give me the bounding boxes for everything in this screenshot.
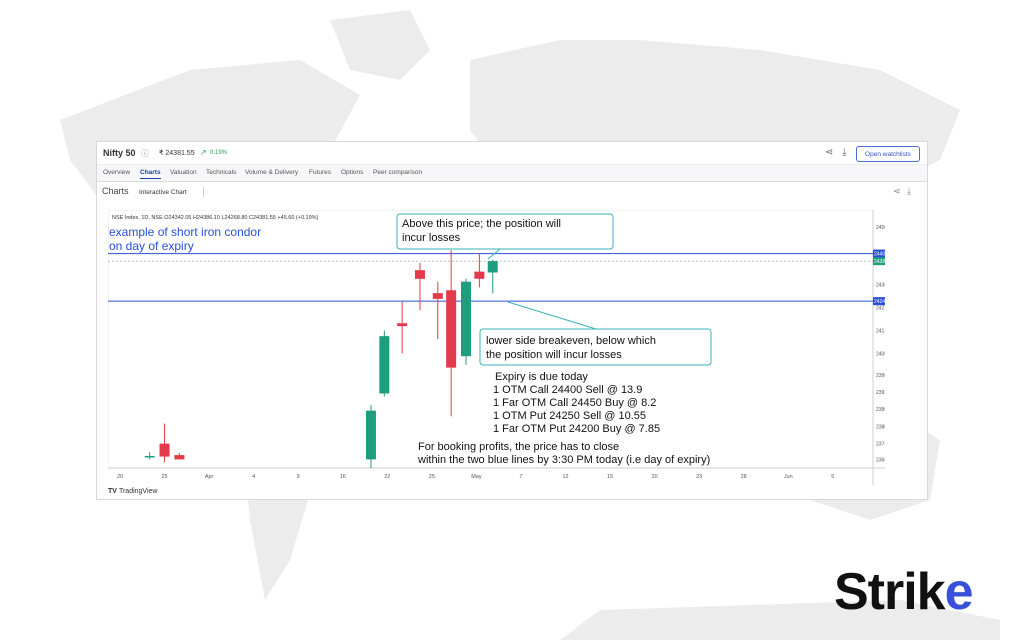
x-tick-label: 5 <box>831 474 834 480</box>
tab-valuation[interactable]: Valuation <box>170 169 197 176</box>
y-tick-label: 24220.00 <box>876 305 885 311</box>
y-tick-label: 23985.00 <box>876 373 885 379</box>
x-tick-label: 7 <box>519 474 522 480</box>
tab-overview[interactable]: Overview <box>103 169 131 176</box>
profit-note: within the two blue lines by 3:30 PM tod… <box>417 454 710 466</box>
x-tick-label: 4 <box>252 474 255 480</box>
candle-body <box>446 290 457 368</box>
x-tick-label: 28 <box>741 474 747 480</box>
x-tick-label: 12 <box>562 474 568 480</box>
candle-body <box>432 293 443 299</box>
share-icon[interactable]: ⋖ <box>825 147 834 158</box>
tab-technicals[interactable]: Technicals <box>206 169 237 176</box>
tab-charts[interactable]: Charts <box>140 169 161 179</box>
candle-body <box>365 410 376 460</box>
strike-logo: Strike <box>834 563 974 621</box>
tab-peer-comparison[interactable]: Peer comparison <box>373 169 423 176</box>
candle-body <box>474 271 485 279</box>
divider <box>203 187 204 197</box>
chart-subbar: Charts Interactive Chart ⋖ ⤓ <box>97 180 927 202</box>
download-icon[interactable]: ⤓ <box>842 147 847 158</box>
price-label-bg <box>873 249 885 258</box>
y-tick-label: 23805.00 <box>876 424 885 430</box>
y-tick-label: 24300.00 <box>876 283 885 289</box>
lower-callout-text: lower side breakeven, below which <box>486 335 656 347</box>
x-tick-label: 15 <box>607 474 613 480</box>
annotation-title: on day of expiry <box>109 239 194 253</box>
charts-heading: Charts <box>102 186 129 196</box>
x-tick-label: 9 <box>297 474 300 480</box>
lower-callout-pointer <box>507 301 597 330</box>
candle-body <box>174 455 185 460</box>
candle-body <box>461 281 472 357</box>
upper-callout-text: Above this price; the position will <box>402 218 561 230</box>
expiry-note: 1 OTM Call 24400 Sell @ 13.9 <box>493 384 642 396</box>
upper-callout-text: incur losses <box>402 232 461 244</box>
x-tick-label: 22 <box>384 474 390 480</box>
open-watchlists-button[interactable]: Open watchlists <box>856 146 920 162</box>
price-label-bg <box>873 297 885 306</box>
candle-body <box>414 270 425 279</box>
expiry-note: 1 Far OTM Call 24450 Buy @ 8.2 <box>493 397 656 409</box>
x-tick-label: 20 <box>652 474 658 480</box>
info-icon[interactable]: ⓘ <box>141 149 149 158</box>
chart-legend: NSE Index, 1D, NSE O24342.05 H24386.10 L… <box>112 215 319 221</box>
last-price-label-bg <box>873 257 885 266</box>
stock-change: 0.19% <box>210 150 228 156</box>
upper-callout-box <box>396 213 614 250</box>
candle-body <box>397 323 408 327</box>
y-tick-label: 24140.00 <box>876 328 885 334</box>
tradingview-logo[interactable]: TV TradingView <box>108 488 158 495</box>
profit-note: For booking profits, the price has to cl… <box>418 441 619 453</box>
candle-body <box>487 261 498 273</box>
y-tick-label: 23925.00 <box>876 390 885 396</box>
tradingview-label: TradingView <box>118 488 158 495</box>
candle-body <box>144 455 155 458</box>
stock-price: ₹ 24381.55 <box>159 150 195 157</box>
x-tick-label: Apr <box>205 474 214 480</box>
x-tick-label: Jun <box>784 474 793 480</box>
y-tick-label: 23865.00 <box>876 407 885 413</box>
candle-body <box>159 443 170 457</box>
x-tick-label: 16 <box>340 474 346 480</box>
tab-futures[interactable]: Futures <box>309 169 332 176</box>
x-tick-label: 25 <box>429 474 435 480</box>
candlestick-chart[interactable]: 24500.00 24300.00 24220.00 24140.00 24060.00… <box>108 210 885 485</box>
y-tick-label: 23689.00 <box>876 458 885 464</box>
x-tick-label: May <box>471 474 482 480</box>
chart-share-icon[interactable]: ⋖ <box>893 186 901 196</box>
annotation-title: example of short iron condor <box>109 225 261 239</box>
x-tick-label: 20 <box>117 474 123 480</box>
upper-callout-pointer <box>487 248 501 260</box>
x-tick-label: 25 <box>161 474 167 480</box>
y-tick-label: 23745.00 <box>876 442 885 448</box>
interactive-chart-tab[interactable]: Interactive Chart <box>139 189 187 196</box>
candle-body <box>379 336 390 394</box>
stock-header: Nifty 50 ⓘ ₹ 24381.55 ↗ 0.19% ⋖ ⤓ Open w… <box>97 142 927 164</box>
section-tabs: Overview Charts Valuation Technicals Vol… <box>97 164 927 182</box>
expiry-note: 1 OTM Put 24250 Sell @ 10.55 <box>493 410 646 422</box>
y-tick-label: 24060.00 <box>876 351 885 357</box>
tab-options[interactable]: Options <box>341 169 364 176</box>
lower-callout-text: the position will incur losses <box>486 349 622 361</box>
x-tick-label: 23 <box>696 474 702 480</box>
y-tick-label: 24500.00 <box>876 225 885 231</box>
trend-up-icon: ↗ <box>200 148 207 157</box>
expiry-note: Expiry is due today <box>495 371 588 383</box>
tab-volume-delivery[interactable]: Volume & Delivery <box>245 169 299 176</box>
price-label: 24408.00 <box>874 252 885 258</box>
stock-name: Nifty 50 <box>103 148 136 158</box>
chart-download-icon[interactable]: ⤓ <box>907 186 911 196</box>
expiry-note: 1 Far OTM Put 24200 Buy @ 7.85 <box>493 423 660 435</box>
last-price-label: 24381.55 <box>874 259 885 265</box>
